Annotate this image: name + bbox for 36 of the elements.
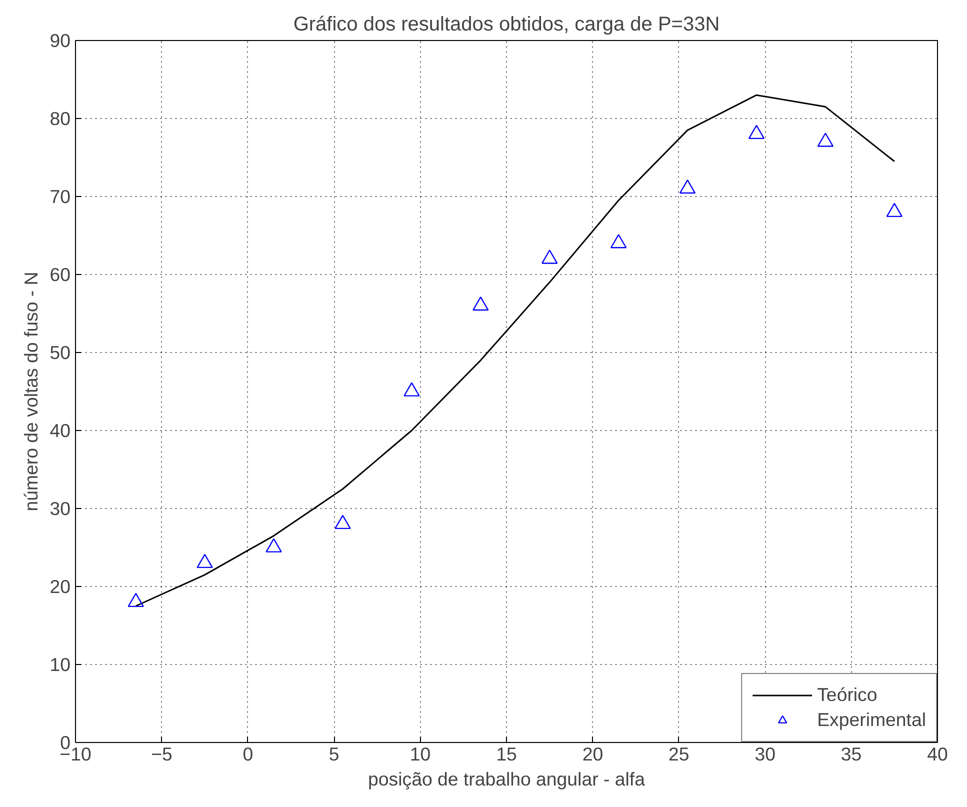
point (196, 554, 213, 568)
y-tick-label: 10 (50, 654, 71, 675)
x-tick-label: 10 (410, 744, 431, 764)
legend-label: Experimental (817, 709, 926, 731)
point (748, 124, 765, 140)
y-axis-title: número de voltas do fuso - N (20, 272, 42, 512)
chart-title: Gráfico dos resultados obtidos, carga de P=33N (293, 14, 720, 36)
x-tick-label: 20 (582, 744, 604, 764)
x-tick-label: −5 (151, 744, 172, 764)
y-tick-label: 90 (50, 30, 71, 51)
point (334, 514, 351, 530)
x-tick-label: 40 (927, 744, 948, 764)
x-tick-label: 30 (754, 744, 776, 764)
y-tick-label: 20 (50, 576, 71, 597)
point (610, 234, 627, 248)
x-tick-label: 5 (328, 744, 340, 764)
x-axis-title: posição de trabalho angular - alfa (368, 768, 646, 790)
x-tick-label: 35 (840, 744, 862, 764)
legend-label: Teórico (817, 684, 878, 706)
point (817, 132, 834, 147)
y-tick-label: 60 (50, 264, 71, 285)
y-tick-label: 50 (50, 342, 71, 363)
point (886, 202, 902, 218)
point (472, 296, 489, 311)
y-tick-label: 40 (50, 420, 71, 441)
y-tick-label: 30 (50, 498, 71, 519)
y-tick-label: 80 (50, 108, 71, 129)
x-tick-label: 0 (242, 744, 254, 764)
point (679, 179, 696, 194)
y-tick-label: 70 (50, 186, 71, 207)
point (128, 592, 144, 608)
point (404, 382, 420, 396)
point (266, 538, 282, 552)
x-tick-label: 25 (668, 744, 690, 764)
point (542, 250, 558, 264)
x-tick-label: 15 (496, 744, 517, 764)
